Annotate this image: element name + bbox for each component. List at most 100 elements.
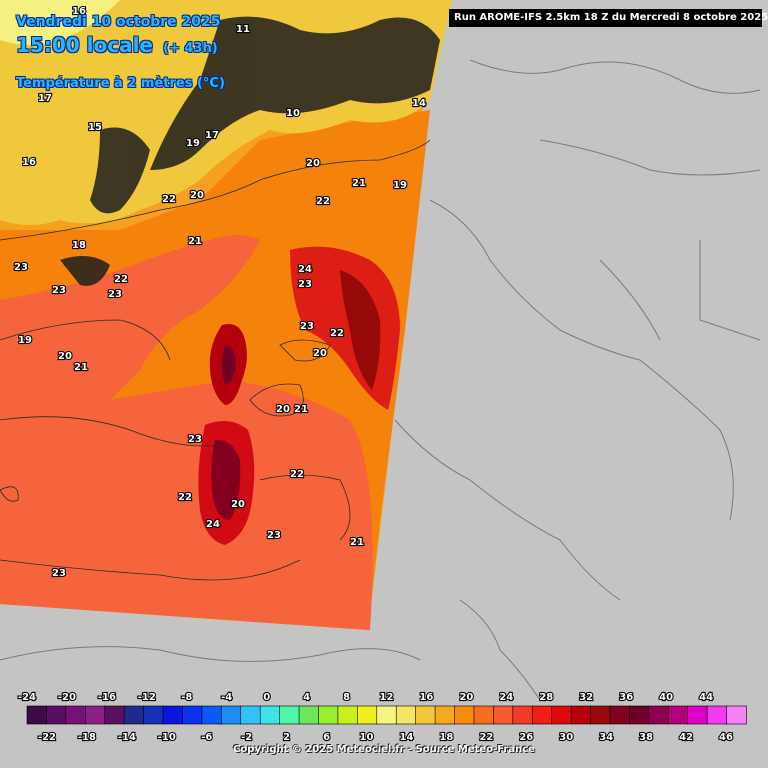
legend-swatch	[26, 705, 48, 725]
legend-tick-top: 36	[619, 692, 633, 703]
legend-tick-top: -16	[98, 692, 116, 703]
legend-swatch	[65, 705, 87, 725]
temp-zone-22-24	[0, 235, 260, 440]
legend-swatch	[648, 705, 670, 725]
legend-tick-top: -24	[18, 692, 36, 703]
temperature-label: 21	[352, 178, 366, 189]
legend-tick-bottom: -14	[118, 732, 136, 743]
variable-title: Température à 2 mètres (°C)	[16, 76, 225, 91]
temperature-label: 18	[72, 240, 86, 251]
legend-tick-bottom: 10	[360, 732, 374, 743]
temperature-label: 23	[300, 321, 314, 332]
temperature-label: 17	[38, 93, 52, 104]
legend-tick-top: 4	[303, 692, 310, 703]
forecast-time: 15:00 locale (+ 43h)	[16, 33, 218, 57]
legend-swatch	[609, 705, 631, 725]
legend-swatch	[434, 705, 456, 725]
temperature-label: 24	[298, 264, 312, 275]
legend-swatch	[629, 705, 650, 725]
legend-swatch	[201, 705, 223, 725]
legend-swatch	[590, 705, 611, 725]
legend-tick-bottom: 2	[283, 732, 290, 743]
legend-swatch	[726, 705, 747, 725]
temperature-label: 14	[412, 98, 426, 109]
temp-zone-alps-cold	[0, 0, 120, 45]
legend-tick-bottom: 22	[479, 732, 493, 743]
legend-swatch	[85, 705, 106, 725]
italy-ridge	[340, 270, 381, 390]
legend-tick-bottom: -2	[241, 732, 252, 743]
legend-color-bar: -24 -20 -16 -12 -8 -4 0 4 8 12 16 20 24 28 32 36 40 44-22…	[17, 691, 747, 744]
legend-swatch	[570, 705, 592, 725]
legend-tick-bottom: 6	[323, 732, 330, 743]
temperature-label: 22	[114, 274, 128, 285]
temperature-label: 22	[316, 196, 330, 207]
legend-tick-top: -4	[221, 692, 232, 703]
temperature-label: 21	[188, 236, 202, 247]
legend-swatch	[512, 705, 534, 725]
temperature-label: 16	[72, 6, 86, 17]
temperature-label: 20	[313, 348, 327, 359]
legend-tick-bottom: -22	[38, 732, 56, 743]
temperature-label: 20	[306, 158, 320, 169]
temperature-label: 23	[298, 279, 312, 290]
temperature-label: 11	[236, 24, 250, 35]
forecast-lead-time: (+ 43h)	[163, 41, 218, 56]
legend-swatch	[259, 705, 281, 725]
legend-swatch	[46, 705, 67, 725]
legend-tick-top: -8	[181, 692, 192, 703]
legend-tick-bottom: 14	[400, 732, 414, 743]
legend-swatch	[104, 705, 125, 725]
corsica-interior	[221, 345, 236, 385]
legend-swatch	[687, 705, 708, 725]
temperature-label: 22	[162, 194, 176, 205]
legend-tick-top: 24	[499, 692, 513, 703]
legend-swatch	[531, 705, 553, 725]
legend-tick-top: -12	[138, 692, 156, 703]
legend-swatch	[162, 705, 184, 725]
temperature-label: 21	[294, 404, 308, 415]
temperature-label: 23	[188, 434, 202, 445]
legend-swatch	[395, 705, 417, 725]
legend-tick-bottom: 46	[719, 732, 733, 743]
legend-tick-top: 16	[419, 692, 433, 703]
temperature-label: 22	[330, 328, 344, 339]
legend-swatch	[240, 705, 261, 725]
legend-tick-bottom: 38	[639, 732, 653, 743]
legend-tick-bottom: -18	[78, 732, 96, 743]
legend-swatch	[667, 705, 689, 725]
legend-tick-top: 0	[263, 692, 270, 703]
temperature-label: 23	[52, 285, 66, 296]
temperature-label: 21	[350, 537, 364, 548]
legend-tick-top: -20	[58, 692, 76, 703]
temperature-label: 23	[52, 568, 66, 579]
legend-swatch	[376, 705, 398, 725]
temperature-label: 21	[74, 362, 88, 373]
legend-tick-top: 12	[380, 692, 394, 703]
temperature-label: 20	[276, 404, 290, 415]
temperature-label: 24	[206, 519, 220, 530]
temperature-label: 23	[267, 530, 281, 541]
run-info-box: Run AROME-IFS 2.5km 18 Z du Mercredi 8 o…	[449, 9, 768, 27]
temperature-label: 10	[286, 108, 300, 119]
temperature-label: 17	[205, 130, 219, 141]
legend-tick-top: 28	[539, 692, 553, 703]
legend-tick-top: 40	[659, 692, 673, 703]
copyright-text: Copyright © 2025 Meteociel.fr - Source M…	[233, 744, 535, 755]
legend-swatch	[706, 705, 728, 725]
legend-swatch	[123, 705, 145, 725]
forecast-time-value: 15:00 locale	[16, 33, 153, 57]
legend-swatch	[298, 705, 320, 725]
legend-swatch	[357, 705, 378, 725]
legend-swatch	[551, 705, 572, 725]
legend-tick-top: 44	[699, 692, 713, 703]
temperature-label: 19	[186, 138, 200, 149]
temperature-label: 19	[18, 335, 32, 346]
legend-tick-bottom: -10	[158, 732, 176, 743]
legend-tick-bottom: 42	[679, 732, 693, 743]
legend-tick-top: 32	[579, 692, 593, 703]
legend-swatch	[221, 705, 242, 725]
